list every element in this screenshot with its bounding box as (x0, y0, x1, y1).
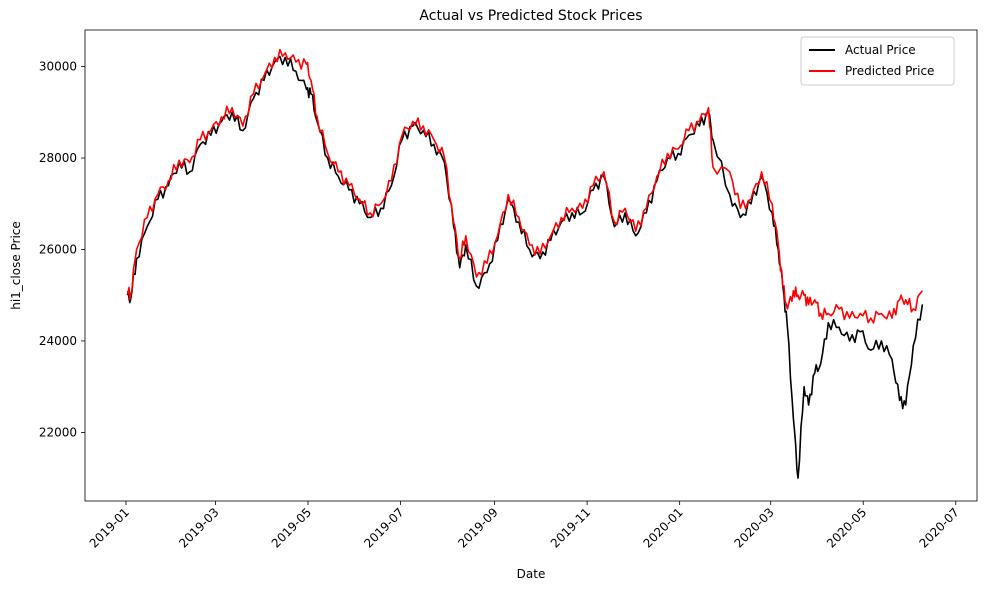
y-axis-title-group: hi1_close Price (9, 221, 23, 310)
y-tick-label: 30000 (39, 60, 77, 74)
x-tick-label: 2019-11 (548, 505, 593, 550)
series-line-predicted (126, 48, 924, 324)
x-tick-label: 2020-01 (640, 505, 685, 550)
x-tick-label: 2020-05 (824, 505, 869, 550)
legend: Actual Price Predicted Price (800, 36, 955, 86)
series-line-actual (126, 55, 924, 479)
x-axis-title: Date (517, 567, 546, 581)
plot-frame (84, 29, 978, 502)
y-tick-label: 24000 (39, 334, 77, 348)
y-ticks: 22000 24000 26000 28000 30000 (39, 60, 85, 439)
x-tick-label: 2019-01 (87, 505, 132, 550)
x-tick-label: 2019-07 (361, 505, 406, 550)
y-tick-label: 28000 (39, 151, 77, 165)
chart-title: Actual vs Predicted Stock Prices (419, 8, 642, 24)
y-axis-title: hi1_close Price (9, 221, 23, 310)
x-tick-label: 2019-09 (455, 505, 500, 550)
y-tick-label: 26000 (39, 242, 77, 256)
y-tick-label: 22000 (39, 425, 77, 439)
legend-box (800, 36, 955, 86)
series-layer (126, 48, 924, 479)
x-tick-label: 2019-03 (176, 505, 221, 550)
x-ticks: 2019-01 2019-03 2019-05 2019-07 2019-09 2019-… (87, 501, 962, 551)
x-tick-label: 2019-05 (269, 505, 314, 550)
x-tick-label: 2020-07 (917, 505, 962, 550)
x-tick-label: 2020-03 (731, 505, 776, 550)
legend-label-predicted: Predicted Price (845, 64, 934, 78)
legend-label-actual: Actual Price (845, 43, 916, 57)
